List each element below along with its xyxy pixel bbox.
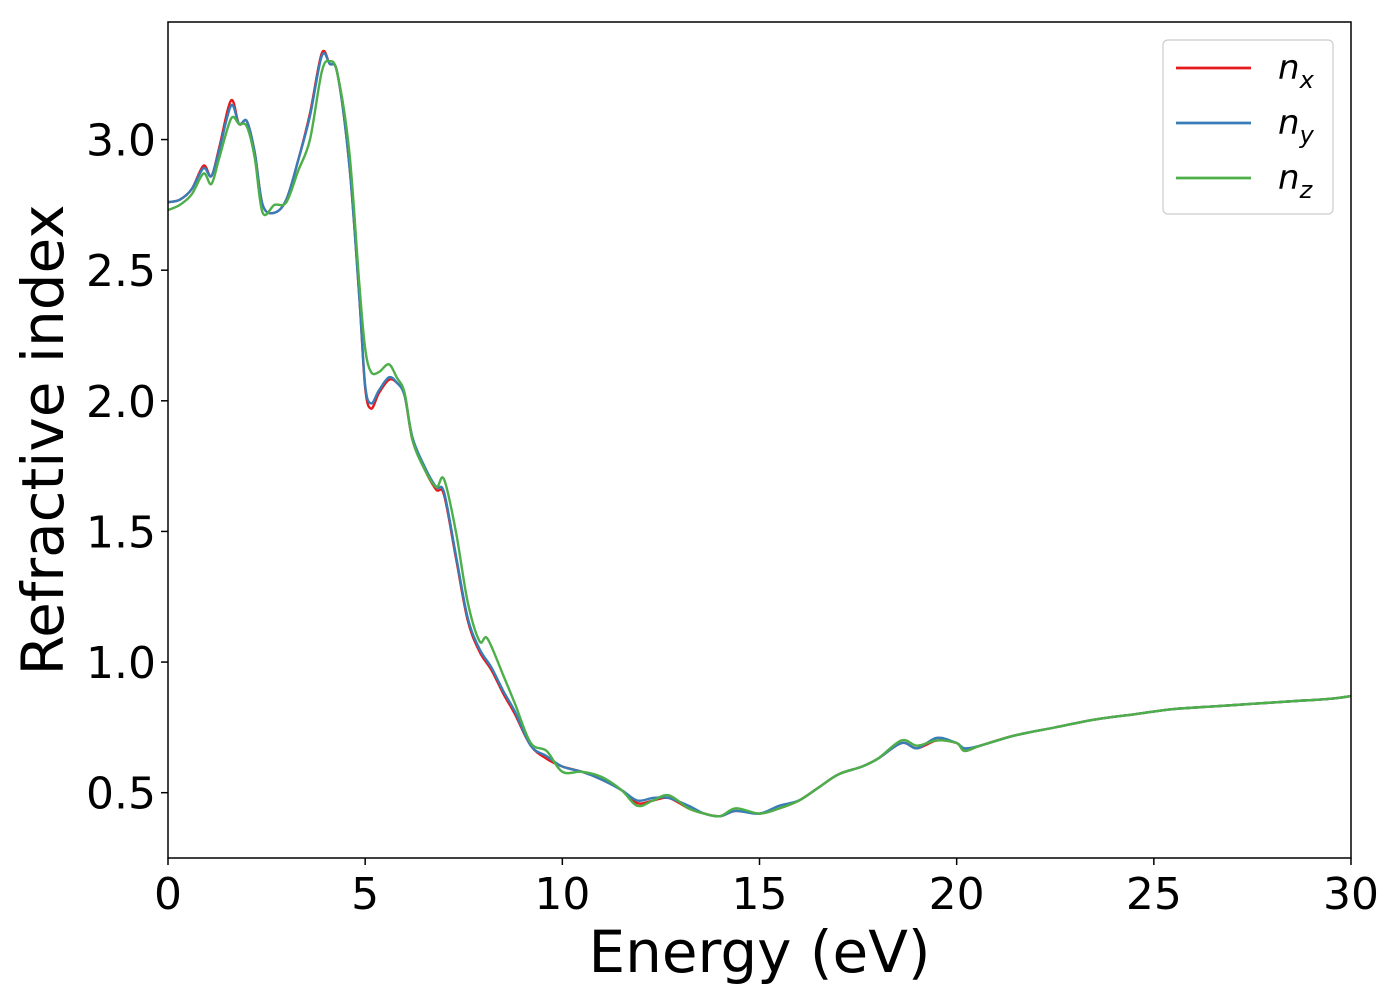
legend-label-n-x: nx: [1278, 48, 1315, 94]
x-tick-label: 25: [1126, 869, 1182, 920]
x-tick-label: 30: [1323, 869, 1379, 920]
y-tick-label: 0.5: [86, 769, 156, 820]
y-tick-label: 2.0: [86, 377, 156, 428]
legend-label-n-z: nz: [1278, 158, 1314, 204]
legend: nx ny nz: [1162, 39, 1334, 215]
series-layer: [167, 49, 1352, 818]
legend-label-n-y: ny: [1278, 103, 1315, 149]
x-tick-label: 0: [154, 869, 182, 920]
y-axis-label: Refractive index: [9, 204, 77, 675]
y-tick-label: 1.5: [86, 507, 156, 558]
x-tick-label: 20: [929, 869, 985, 920]
y-tick-label: 2.5: [86, 246, 156, 297]
x-tick-label: 15: [732, 869, 788, 920]
legend-box: [1162, 39, 1334, 215]
ticks-layer: 0 5 10 15 20 25 30 0.5 1.0 1.5 2.0 2.5 3.0: [86, 116, 1379, 920]
x-tick-label: 10: [534, 869, 590, 920]
y-tick-label: 3.0: [86, 116, 156, 167]
y-tick-label: 1.0: [86, 638, 156, 689]
series-line-n-z: [167, 59, 1352, 818]
x-axis-label: Energy (eV): [588, 918, 930, 986]
x-tick-label: 5: [351, 869, 379, 920]
